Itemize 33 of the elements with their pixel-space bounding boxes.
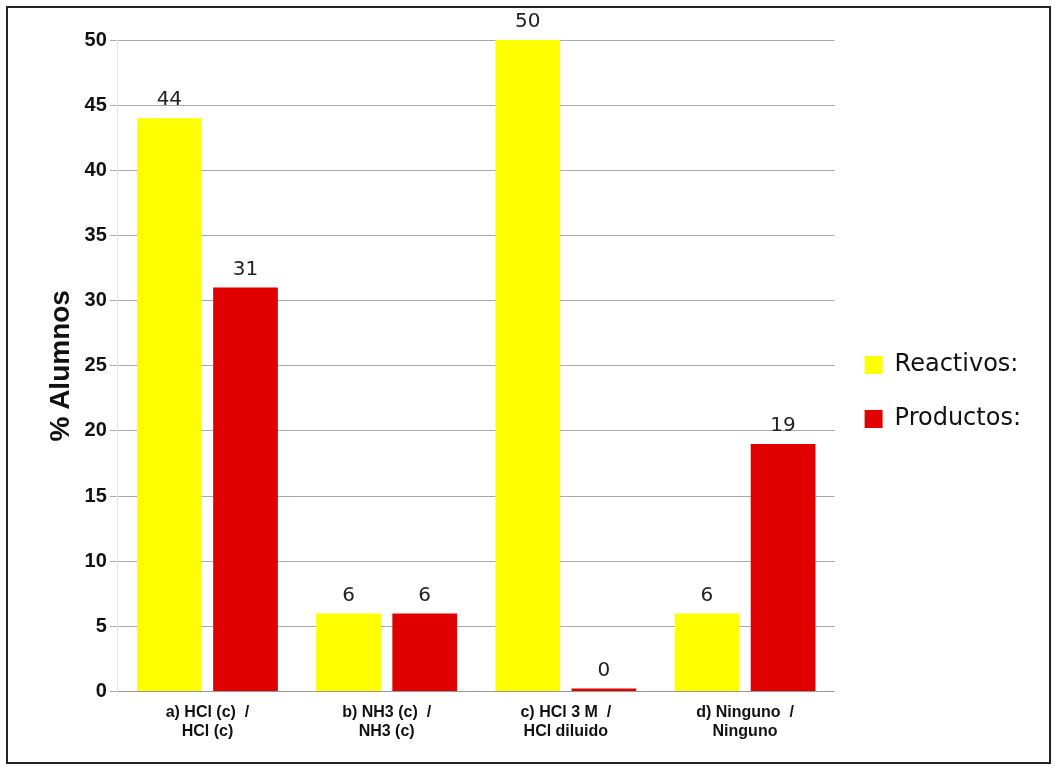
bar: [750, 443, 816, 692]
bar: [316, 613, 381, 692]
data-label: 0: [597, 656, 611, 681]
bar: [213, 287, 278, 692]
y-tick-label: 35: [84, 223, 107, 245]
y-tick-label: 5: [95, 613, 107, 636]
x-tick-label: a) HCl (c) / HCl (c): [165, 702, 250, 739]
data-label: 50: [515, 8, 541, 33]
data-label: 6: [342, 581, 355, 606]
x-tick-label: d) Ninguno / Ninguno: [696, 702, 795, 739]
legend-label: Productos:: [894, 403, 1022, 432]
data-label: 31: [232, 255, 259, 280]
bar: [137, 118, 202, 692]
x-tick-label: b) NH3 (c) / NH3 (c): [342, 702, 432, 739]
y-tick-label: 10: [84, 548, 107, 571]
y-tick-label: 40: [84, 157, 107, 180]
y-tick-label: 50: [84, 27, 107, 50]
bar: [495, 40, 561, 692]
bar: [392, 613, 458, 692]
legend-label: Reactivos:: [894, 349, 1019, 378]
y-tick-label: 25: [84, 353, 107, 376]
bar: [674, 613, 740, 692]
x-tick-label: c) HCl 3 M / HCl diluido: [520, 702, 612, 739]
data-label: 44: [156, 86, 183, 111]
data-label: 6: [418, 581, 432, 606]
data-label: 6: [700, 581, 714, 606]
y-axis-title: % Alumnos: [43, 290, 75, 442]
y-tick-label: 45: [84, 92, 107, 115]
y-tick-label: 15: [84, 483, 107, 506]
y-tick-label: 30: [84, 288, 107, 311]
y-tick-label: 20: [84, 418, 107, 441]
y-tick-label: 0: [95, 679, 107, 702]
data-label: 19: [770, 412, 796, 437]
